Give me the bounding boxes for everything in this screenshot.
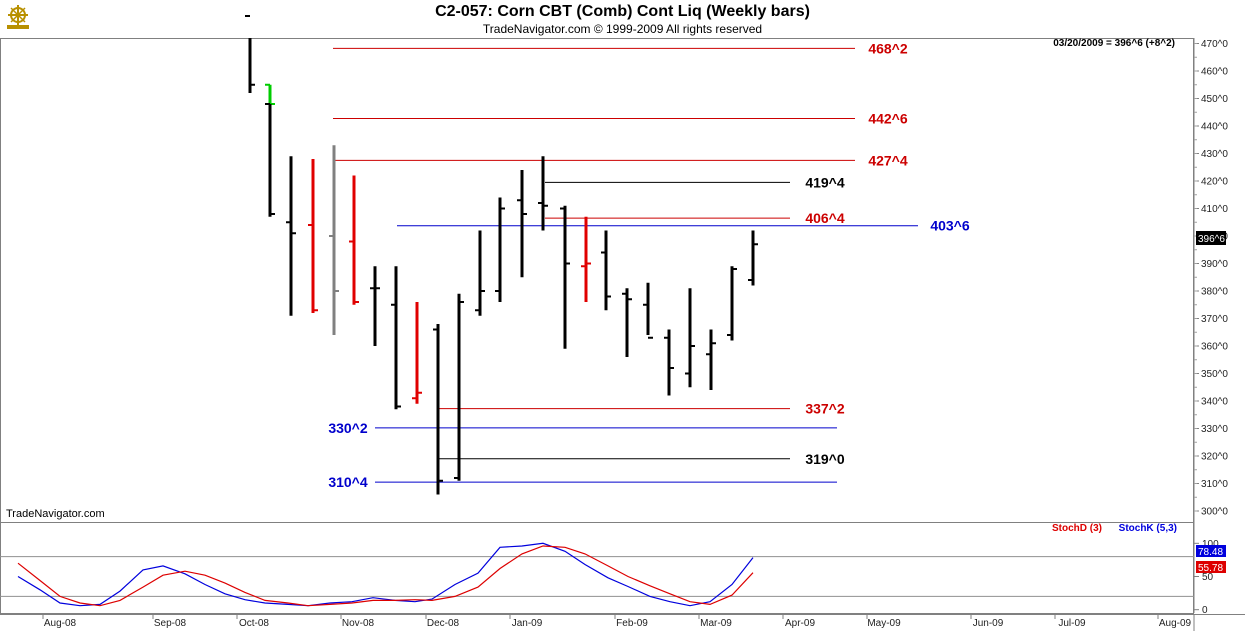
price-tick-label: 430^0 bbox=[1201, 149, 1228, 160]
level-label: 468^2 bbox=[868, 40, 908, 56]
quote-readout: 03/20/2009 = 396^6 (+8^2) bbox=[1053, 38, 1175, 49]
ohlc-bar bbox=[685, 288, 695, 388]
ohlc-bar bbox=[475, 230, 485, 316]
time-tick-label: Apr-09 bbox=[785, 618, 815, 629]
level-label: 403^6 bbox=[930, 218, 970, 234]
legend-stochk: StochK (5,3) bbox=[1119, 523, 1177, 534]
ohlc-bar bbox=[643, 282, 653, 339]
ohlc-bar bbox=[560, 205, 570, 349]
osc-series-line bbox=[17, 542, 754, 607]
ohlc-bar bbox=[370, 266, 380, 346]
ohlc-bar bbox=[286, 156, 296, 316]
level-label: 427^4 bbox=[868, 152, 908, 168]
time-tick-label: Aug-09 bbox=[1159, 618, 1192, 629]
osc-series-line bbox=[17, 545, 754, 607]
price-tick-label: 450^0 bbox=[1201, 94, 1228, 105]
time-tick-label: Aug-08 bbox=[44, 618, 77, 629]
osc-tick-label: 0 bbox=[1202, 605, 1208, 616]
ohlc-bar bbox=[349, 175, 359, 305]
level-label: 330^2 bbox=[328, 420, 368, 436]
header: C2-057: Corn CBT (Comb) Cont Liq (Weekly… bbox=[0, 0, 1245, 38]
legend-stochd: StochD (3) bbox=[1052, 523, 1102, 534]
level-label: 406^4 bbox=[805, 210, 845, 226]
oscillator-lines bbox=[17, 542, 754, 607]
ohlc-bar bbox=[245, 15, 255, 93]
price-tick-label: 370^0 bbox=[1201, 314, 1228, 325]
osc-tick-label: 100 bbox=[1202, 539, 1219, 550]
time-tick-label: Jul-09 bbox=[1058, 618, 1086, 629]
stochk-value-marker: 78.48 bbox=[1196, 545, 1226, 558]
stochd-value-marker: 55.78 bbox=[1196, 561, 1226, 574]
level-label: 442^6 bbox=[868, 110, 908, 126]
level-label: 419^4 bbox=[805, 174, 845, 190]
price-tick-label: 380^0 bbox=[1201, 287, 1228, 298]
ohlc-bar bbox=[265, 103, 275, 217]
price-tick-label: 460^0 bbox=[1201, 67, 1228, 78]
ohlc-bar bbox=[308, 159, 318, 313]
price-tick-label: 360^0 bbox=[1201, 342, 1228, 353]
ohlc-bar bbox=[412, 302, 422, 404]
time-tick-label: Nov-08 bbox=[342, 618, 375, 629]
stochd-value: 55.78 bbox=[1198, 563, 1223, 574]
level-label: 319^0 bbox=[805, 451, 845, 467]
price-tick-label: 310^0 bbox=[1201, 479, 1228, 490]
ohlc-bar bbox=[727, 266, 737, 341]
ohlc-bar bbox=[748, 230, 758, 286]
time-tick-label: Jun-09 bbox=[973, 618, 1004, 629]
ship-wheel-icon bbox=[7, 5, 29, 29]
page-title: C2-057: Corn CBT (Comb) Cont Liq (Weekly… bbox=[435, 3, 810, 20]
time-axis: Aug-08 Sep-08 Oct-08 Nov-08 Dec-08 Jan-09 Feb-… bbox=[42, 614, 1192, 629]
last-price-marker: 396^6 bbox=[1196, 231, 1226, 245]
ohlc-bar bbox=[622, 288, 632, 357]
level-label: 310^4 bbox=[328, 474, 368, 490]
osc-tick-label: 50 bbox=[1202, 572, 1214, 583]
time-tick-label: May-09 bbox=[867, 618, 901, 629]
ohlc-bar bbox=[517, 170, 527, 278]
price-tick-label: 330^0 bbox=[1201, 424, 1228, 435]
price-tick-label: 470^0 bbox=[1201, 39, 1228, 50]
price-axis: 300^0 310^0 320^0 330^0 340^0 350^0 360^0 370^0… bbox=[1194, 39, 1228, 518]
ohlc-bar bbox=[495, 197, 505, 302]
ohlc-bar bbox=[601, 230, 611, 311]
time-tick-label: Oct-08 bbox=[239, 618, 269, 629]
price-tick-label: 320^0 bbox=[1201, 452, 1228, 463]
time-tick-label: Feb-09 bbox=[616, 618, 648, 629]
ohlc-bar bbox=[581, 216, 591, 302]
price-bars bbox=[245, 15, 758, 495]
ohlc-bar bbox=[329, 145, 339, 335]
last-price-label: 396^6 bbox=[1198, 234, 1225, 245]
price-tick-label: 390^0 bbox=[1201, 259, 1228, 270]
watermark: TradeNavigator.com bbox=[6, 508, 105, 520]
copyright-subtitle: TradeNavigator.com © 1999-2009 All right… bbox=[482, 22, 763, 36]
ohlc-bar bbox=[391, 266, 401, 410]
oscillator-axis: 0 50 100 bbox=[0, 539, 1219, 616]
ohlc-bar bbox=[664, 329, 674, 396]
price-tick-label: 300^0 bbox=[1201, 507, 1228, 518]
ohlc-bar bbox=[706, 329, 716, 390]
time-tick-label: Dec-08 bbox=[427, 618, 460, 629]
price-levels: 468^2 442^6 427^4 419^4 406^4 403^6 337^2 330^2… bbox=[328, 40, 970, 490]
price-tick-label: 410^0 bbox=[1201, 204, 1228, 215]
price-tick-label: 350^0 bbox=[1201, 369, 1228, 380]
time-tick-label: Mar-09 bbox=[700, 618, 732, 629]
price-tick-label: 420^0 bbox=[1201, 177, 1228, 188]
ohlc-bar bbox=[433, 324, 443, 495]
time-tick-label: Jan-09 bbox=[512, 618, 543, 629]
time-tick-label: Sep-08 bbox=[154, 618, 187, 629]
level-label: 337^2 bbox=[805, 401, 845, 417]
price-tick-label: 440^0 bbox=[1201, 122, 1228, 133]
ohlc-bar bbox=[538, 156, 548, 231]
price-tick-label: 340^0 bbox=[1201, 397, 1228, 408]
stochk-value: 78.48 bbox=[1198, 547, 1223, 558]
ohlc-bar bbox=[454, 293, 464, 481]
